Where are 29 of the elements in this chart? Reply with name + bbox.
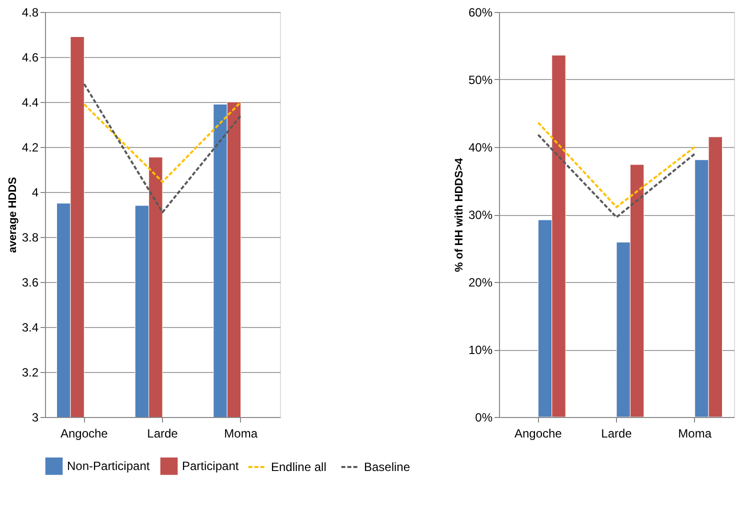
y-tick-label: 4.6 <box>22 50 39 64</box>
legend-label: Baseline <box>364 460 410 474</box>
x-tick-label: Larde <box>601 426 632 440</box>
x-tick-label: Larde <box>147 426 178 440</box>
y-tick-label: 3.2 <box>22 366 39 380</box>
legend-label: Non-Participant <box>67 459 150 474</box>
y-tick-label: 3 <box>32 410 39 424</box>
y-tick-label: 60% <box>468 6 493 20</box>
y-tick-label: 0% <box>475 410 493 424</box>
y-tick-label: 10% <box>468 343 493 357</box>
legend-label: Endline all <box>271 460 326 474</box>
y-axis-title: average HDDS <box>6 177 19 253</box>
y-tick-label: 40% <box>468 140 493 154</box>
legend-label: Participant <box>182 459 240 474</box>
x-tick-label: Moma <box>224 426 258 440</box>
y-tick-label: 50% <box>468 73 493 87</box>
x-tick-label: Moma <box>678 426 712 440</box>
y-tick-label: 3.4 <box>22 320 39 334</box>
y-tick-label: 4 <box>32 186 39 200</box>
y-tick-label: 30% <box>468 208 493 222</box>
x-tick-label: Angoche <box>514 426 562 440</box>
y-tick-label: 4.8 <box>22 6 39 20</box>
y-tick-label: 3.6 <box>22 276 39 290</box>
y-tick-label: 4.2 <box>22 140 39 154</box>
y-tick-label: 4.4 <box>22 96 39 110</box>
y-axis-title: % of HH with HDDS>4 <box>453 157 466 272</box>
y-tick-label: 20% <box>468 276 493 290</box>
x-tick-label: Angoche <box>60 426 108 440</box>
y-tick-label: 3.8 <box>22 230 39 244</box>
